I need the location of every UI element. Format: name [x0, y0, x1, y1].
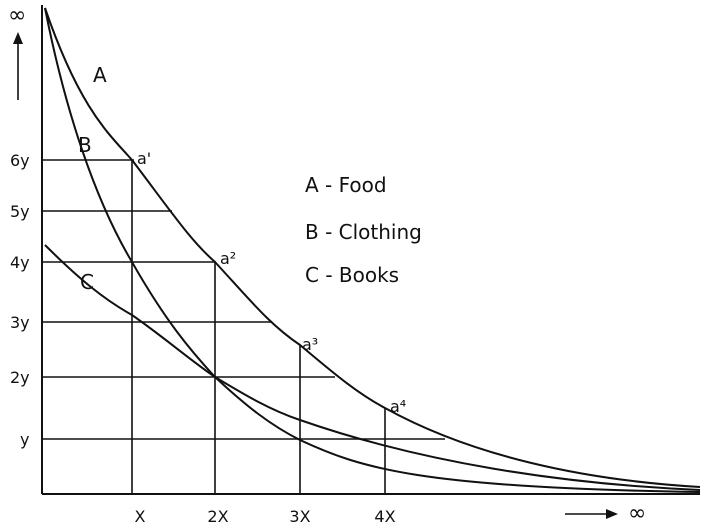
arrow-head — [13, 32, 23, 44]
curve-label: A — [93, 63, 107, 87]
y-label: 4y — [10, 253, 30, 272]
x-label: 4X — [374, 507, 395, 526]
legend: A - Food B - Clothing C - Books — [305, 173, 422, 287]
x-infinity: ∞ — [628, 501, 646, 526]
curve-label: C — [80, 270, 94, 294]
point-label: a' — [137, 149, 151, 168]
legend-entry: C - Books — [305, 263, 399, 287]
x-label: 2X — [207, 507, 228, 526]
y-labels: 6y 5y 4y 3y 2y y — [10, 151, 30, 449]
y-label: 5y — [10, 202, 30, 221]
point-label: a⁴ — [390, 397, 406, 416]
x-label: 3X — [289, 507, 310, 526]
legend-entry: B - Clothing — [305, 220, 422, 244]
point-label: a² — [220, 249, 236, 268]
arrow-head — [606, 509, 618, 519]
legend-entry: A - Food — [305, 173, 387, 197]
y-label: 2y — [10, 368, 30, 387]
y-infinity: ∞ — [8, 3, 26, 28]
y-label: y — [20, 430, 29, 449]
curve-label: B — [78, 133, 92, 157]
x-labels: X 2X 3X 4X — [135, 507, 396, 526]
x-label: X — [135, 507, 146, 526]
y-label: 6y — [10, 151, 30, 170]
horizontal-lines — [42, 159, 445, 440]
y-label: 3y — [10, 313, 30, 332]
point-label: a³ — [302, 335, 318, 354]
curve-b — [44, 7, 701, 493]
curve-a — [44, 7, 701, 488]
curve-c — [44, 244, 701, 491]
